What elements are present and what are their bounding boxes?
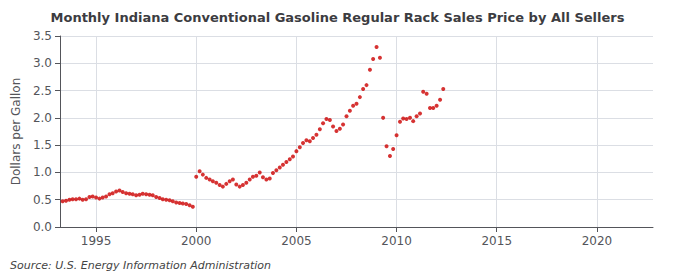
svg-text:2020: 2020 [582,234,613,248]
svg-text:3.5: 3.5 [33,29,52,43]
svg-text:2.0: 2.0 [33,111,52,125]
svg-text:2015: 2015 [481,234,512,248]
svg-text:1.5: 1.5 [33,138,52,152]
svg-text:Source: U.S. Energy Informatio: Source: U.S. Energy Information Administ… [10,259,271,272]
svg-text:2.5: 2.5 [33,84,52,98]
svg-text:0.5: 0.5 [33,193,52,207]
svg-text:1995: 1995 [81,234,112,248]
svg-text:1.0: 1.0 [33,165,52,179]
svg-text:0.0: 0.0 [33,220,52,234]
svg-text:3.0: 3.0 [33,56,52,70]
svg-text:Dollars per Gallon: Dollars per Gallon [9,78,23,186]
svg-text:2000: 2000 [181,234,212,248]
svg-text:2010: 2010 [381,234,412,248]
svg-text:2005: 2005 [281,234,312,248]
svg-text:Monthly Indiana Conventional G: Monthly Indiana Conventional Gasoline Re… [51,10,625,25]
